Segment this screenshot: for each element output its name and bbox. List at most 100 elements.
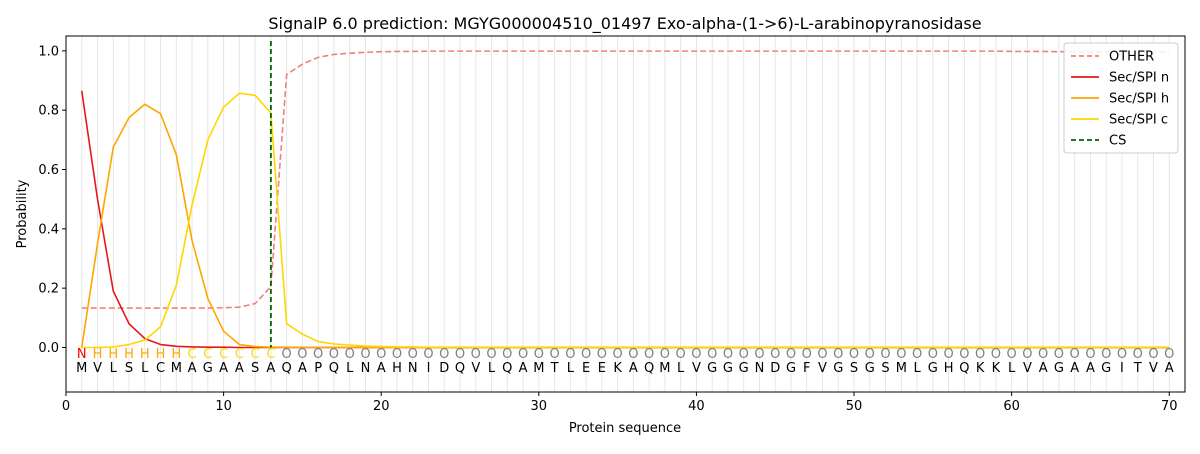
residue-label: K — [613, 361, 622, 376]
region-label: O — [297, 347, 307, 362]
region-label: H — [171, 347, 181, 362]
plot-frame — [65, 35, 1186, 393]
series-line-other — [81, 50, 1170, 309]
region-label: O — [565, 347, 575, 362]
region-label: O — [423, 347, 433, 362]
region-label: O — [502, 347, 512, 362]
residue-label: G — [707, 361, 717, 376]
y-tick-label: 1.0 — [38, 44, 59, 59]
residue-label: A — [219, 361, 228, 376]
residue-label: V — [1023, 361, 1032, 376]
region-label: O — [707, 347, 717, 362]
chart-title: SignalP 6.0 prediction: MGYG000004510_01… — [268, 14, 981, 34]
region-label: H — [124, 347, 134, 362]
legend-label: CS — [1109, 134, 1126, 149]
region-label: O — [282, 347, 292, 362]
region-label: C — [266, 347, 275, 362]
legend-label: Sec/SPI h — [1109, 92, 1169, 107]
region-label: O — [691, 347, 701, 362]
region-label: O — [912, 347, 922, 362]
residue-label: G — [739, 361, 749, 376]
region-label: O — [471, 347, 481, 362]
residue-label: A — [235, 361, 244, 376]
residue-label: A — [1070, 361, 1079, 376]
residue-label: G — [865, 361, 875, 376]
region-label: H — [93, 347, 103, 362]
region-label: O — [534, 347, 544, 362]
region-label: C — [203, 347, 212, 362]
x-tick-label: 40 — [688, 399, 705, 414]
residue-label: G — [723, 361, 733, 376]
sequence-labels: NMHVHLHSHLHCHMCACGCACACSCAOQOAOPOQOLONOA… — [76, 347, 1174, 376]
region-label: H — [108, 347, 118, 362]
region-label: O — [676, 347, 686, 362]
residue-label: A — [1086, 361, 1095, 376]
residue-label: A — [1039, 361, 1048, 376]
region-label: O — [849, 347, 859, 362]
region-label: O — [833, 347, 843, 362]
residue-label: G — [203, 361, 213, 376]
residue-label: Q — [959, 361, 969, 376]
y-axis-label: Probability — [15, 179, 30, 248]
region-label: H — [140, 347, 150, 362]
legend-label: Sec/SPI n — [1109, 71, 1169, 86]
region-label: O — [1101, 347, 1111, 362]
residue-label: M — [171, 361, 182, 376]
region-label: O — [1007, 347, 1017, 362]
residue-label: H — [392, 361, 402, 376]
residue-label: Q — [644, 361, 654, 376]
residue-label: L — [346, 361, 354, 376]
residue-label: S — [881, 361, 889, 376]
region-label: O — [959, 347, 969, 362]
residue-label: Q — [502, 361, 512, 376]
region-label: O — [880, 347, 890, 362]
region-label: O — [786, 347, 796, 362]
x-tick-label: 30 — [531, 399, 548, 414]
region-label: O — [360, 347, 370, 362]
series-line-sec-spi-c — [81, 92, 1170, 349]
x-axis-label: Protein sequence — [569, 421, 681, 436]
region-label: O — [1038, 347, 1048, 362]
residue-label: D — [439, 361, 449, 376]
residue-label: V — [93, 361, 102, 376]
y-tick-label: 0.0 — [38, 341, 59, 356]
region-label: O — [802, 347, 812, 362]
region-label: O — [754, 347, 764, 362]
region-label: O — [597, 347, 607, 362]
residue-label: K — [976, 361, 985, 376]
legend: OTHER Sec/SPI n Sec/SPI h Sec/SPI c CS — [1063, 42, 1179, 154]
y-tick-label: 0.8 — [38, 104, 59, 119]
region-label: O — [313, 347, 323, 362]
region-label: O — [581, 347, 591, 362]
region-label: O — [455, 347, 465, 362]
residue-label: V — [692, 361, 701, 376]
residue-label: L — [488, 361, 496, 376]
region-label: O — [896, 347, 906, 362]
region-label: O — [1054, 347, 1064, 362]
region-label: O — [628, 347, 638, 362]
region-label: O — [518, 347, 528, 362]
region-label: O — [991, 347, 1001, 362]
region-label: O — [329, 347, 339, 362]
region-label: O — [817, 347, 827, 362]
region-label: O — [660, 347, 670, 362]
residue-label: A — [377, 361, 386, 376]
residue-label: M — [76, 361, 87, 376]
residue-label: A — [519, 361, 528, 376]
residue-label: A — [188, 361, 197, 376]
residue-label: T — [550, 361, 559, 376]
region-label: O — [1022, 347, 1032, 362]
y-tick-label: 0.6 — [38, 163, 59, 178]
residue-label: G — [1101, 361, 1111, 376]
residue-label: C — [156, 361, 165, 376]
region-label: O — [975, 347, 985, 362]
region-label: H — [156, 347, 166, 362]
residue-label: G — [786, 361, 796, 376]
residue-label: M — [659, 361, 670, 376]
residue-label: H — [944, 361, 954, 376]
residue-label: M — [896, 361, 907, 376]
series-line-sec-spi-n — [80, 90, 1170, 349]
region-label: O — [1117, 347, 1127, 362]
residue-label: S — [251, 361, 259, 376]
